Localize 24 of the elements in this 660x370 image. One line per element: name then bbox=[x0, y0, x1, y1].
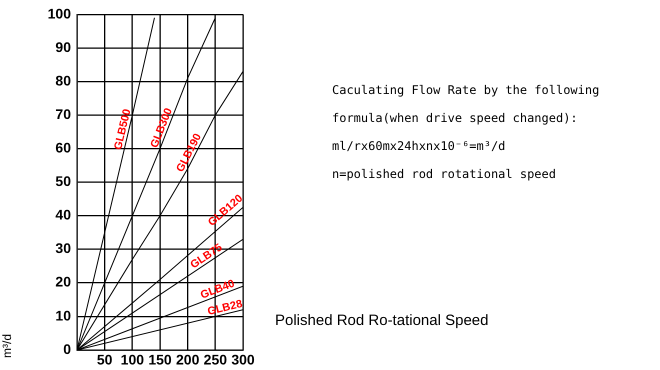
y-tick-label: 10 bbox=[55, 307, 72, 324]
y-axis-title: m³/d bbox=[0, 333, 14, 358]
x-axis-title: Polished Rod Ro-tational Speed bbox=[275, 312, 488, 329]
x-tick-label: 200 bbox=[176, 351, 200, 368]
text: n=polished rod rotational speed bbox=[332, 166, 557, 183]
y-tick-label: 70 bbox=[55, 106, 72, 122]
x-tick-label: 100 bbox=[120, 351, 144, 368]
y-tick-label: 100 bbox=[48, 5, 72, 22]
x-tick-label: 250 bbox=[204, 351, 228, 368]
text: Caculating Flow Rate by the following bbox=[332, 82, 600, 99]
x-tick-label: 300 bbox=[231, 351, 255, 368]
text: GLB500 bbox=[112, 108, 134, 152]
y-tick-label: 60 bbox=[55, 140, 72, 156]
y-tick-label: 50 bbox=[55, 173, 72, 190]
y-tick-label: 80 bbox=[55, 72, 72, 88]
y-tick-label: 0 bbox=[63, 340, 72, 357]
x-tick-label: 50 bbox=[96, 351, 113, 368]
y-tick-label: 30 bbox=[55, 240, 72, 256]
text: ml/rx60mx24hxnx10⁻⁶=m³/d bbox=[332, 138, 506, 155]
y-tick-label: 20 bbox=[55, 274, 72, 290]
y-tick-label: 90 bbox=[55, 38, 72, 55]
y-tick-label: 40 bbox=[55, 206, 72, 223]
text: formula(when drive speed changed): bbox=[332, 110, 579, 127]
x-tick-label: 150 bbox=[148, 351, 172, 368]
